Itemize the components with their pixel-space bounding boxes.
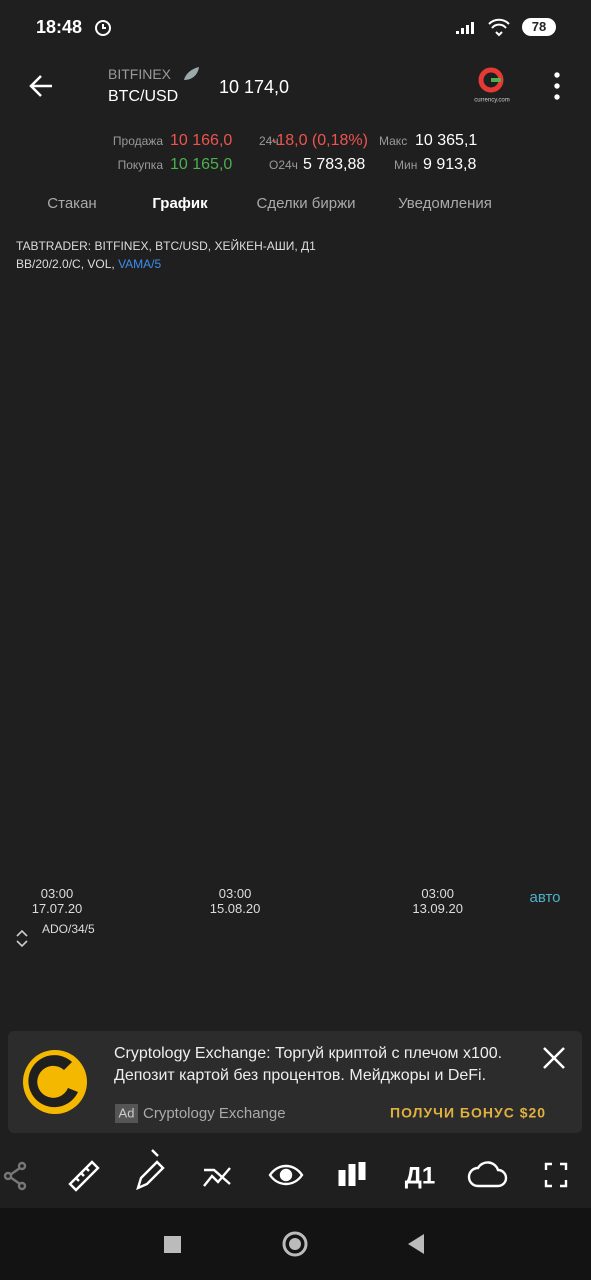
toolbar-icons[interactable] — [3, 1149, 568, 1192]
collapse-icon[interactable] — [16, 929, 28, 948]
nav-recents[interactable] — [164, 1236, 181, 1253]
nav-home-dot — [289, 1238, 301, 1250]
nav-home[interactable] — [282, 1231, 308, 1257]
nav-back[interactable] — [408, 1234, 424, 1254]
x-tick-label: 03:00 17.07.20 — [31, 886, 83, 916]
exchange: BITFINEX — [108, 66, 172, 82]
stat-label: Покупка — [117, 158, 163, 172]
stat-value: 9 913,8 — [423, 156, 477, 173]
stat-label: О24ч — [269, 158, 298, 172]
clock: 18:48 — [36, 17, 83, 37]
stat-value: 5 783,88 — [303, 156, 366, 173]
stat-label: Макс — [379, 134, 408, 148]
stat-value: 10 166,0 — [170, 132, 233, 149]
toolbar — [0, 1140, 591, 1208]
tab-active[interactable]: График — [152, 195, 208, 212]
ad-text: Cryptology Exchange: Торгуй криптой с пл… — [114, 1045, 503, 1084]
stat-label: 24ч — [259, 134, 279, 148]
tab[interactable]: Уведомления — [398, 195, 492, 212]
subtitle: BB/20/2.0/C, VOL, — [16, 257, 115, 271]
auto-scale[interactable]: авто — [529, 889, 560, 906]
x-tick-label: 03:00 13.09.20 — [412, 886, 463, 916]
stat-value: 10 165,0 — [170, 156, 233, 173]
ad-badge: Ad — [119, 1105, 135, 1120]
stat-label: Мин — [394, 158, 418, 172]
exchange-icon — [184, 67, 199, 80]
chart-title: TABTRADER: BITFINEX, BTC/USD, ХЕЙКЕН-АШИ… — [16, 238, 316, 253]
ad-close[interactable] — [543, 1047, 565, 1069]
chart-subtitle: BB/20/2.0/C, VOL, VAMA/5 — [16, 257, 162, 271]
menu-button[interactable] — [554, 72, 560, 100]
ad-cta[interactable]: ПОЛУЧИ БОНУС $20 — [390, 1105, 546, 1121]
ad-box[interactable] — [8, 1031, 582, 1133]
overlay-label: VAMA/5 — [118, 257, 161, 271]
tab[interactable]: Сделки биржи — [256, 195, 356, 212]
ad-logo-mark — [28, 1055, 78, 1108]
ado-label: ADO/34/5 — [42, 922, 95, 936]
price: 10 174,0 — [219, 77, 290, 97]
status-icons — [95, 18, 556, 37]
pair: BTC/USD — [108, 88, 179, 105]
ad-badge-bg — [115, 1104, 138, 1123]
x-tick-label: 03:00 15.08.20 — [209, 886, 261, 916]
timeframe[interactable]: Д1 — [405, 1162, 435, 1189]
logo-text: currency.com — [474, 98, 510, 104]
stat-value: 10 365,1 — [415, 132, 478, 149]
battery: 78 — [532, 19, 546, 34]
back-button[interactable] — [29, 75, 52, 97]
tab[interactable]: Стакан — [47, 195, 97, 212]
stat-value: -18,0 (0,18%) — [271, 132, 368, 149]
ad-advertiser: Cryptology Exchange — [143, 1105, 286, 1122]
stat-label: Продажа — [112, 134, 163, 148]
